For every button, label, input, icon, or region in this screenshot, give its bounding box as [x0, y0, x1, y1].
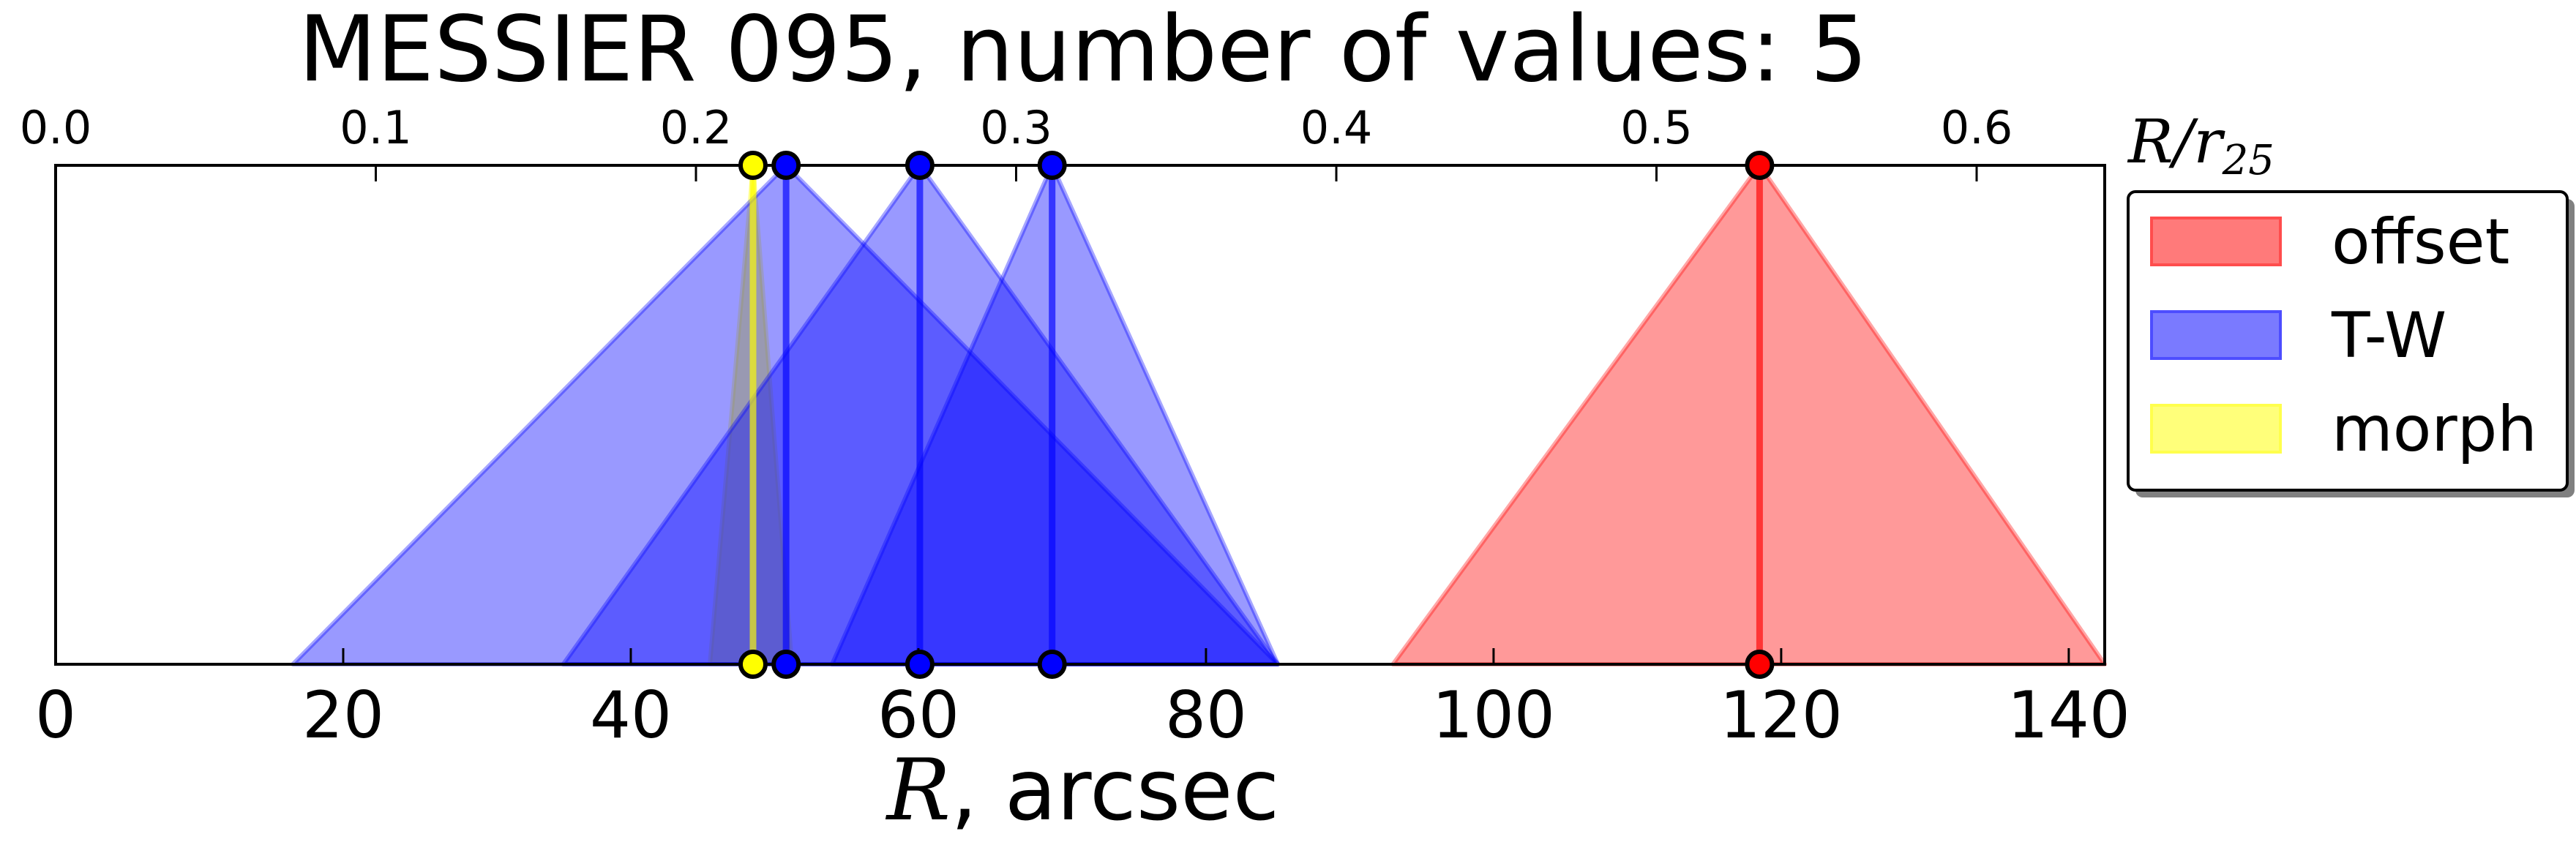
x-top-tick-label: 0.5 [1620, 101, 1693, 154]
x-tick-label: 40 [590, 677, 672, 753]
x-tick-label: 80 [1165, 677, 1247, 753]
series-marker-bottom [1745, 650, 1775, 679]
series-markers [738, 151, 1775, 679]
series-fills [291, 163, 2107, 666]
series-marker-bottom [1037, 650, 1067, 679]
x-tick-label: 20 [302, 677, 384, 753]
series-center-lines [749, 165, 1763, 664]
legend: offset T-W morph [2127, 190, 2575, 497]
x-tick-label: 120 [1720, 677, 1843, 753]
x-top-tick-label: 0.4 [1300, 101, 1373, 154]
series-marker-top [1745, 151, 1775, 180]
top-axis-label: R/r25 [2127, 108, 2274, 184]
series-triangle-offset [1390, 163, 2107, 666]
chart-title: MESSIER 095, number of values: 5 [299, 0, 1868, 102]
x-tick-label: 0 [35, 677, 76, 753]
series-marker-bottom [771, 650, 801, 679]
x-axis-label: R, arcsec [886, 741, 1280, 840]
series-marker-bottom [738, 650, 768, 679]
top-axis-label-base: R/r [2127, 108, 2225, 177]
legend-label: T-W [2331, 299, 2446, 372]
legend-label: offset [2332, 206, 2509, 279]
x-top-tick-label: 0.0 [20, 101, 92, 154]
x-top-tick-label: 0.3 [980, 101, 1052, 154]
x-tick-label: 60 [877, 677, 959, 753]
axis-ticks: 0 20 40 60 80 100 120 140 0.0 0.1 0.2 0.3 0.4 0.5 0.6 [20, 101, 2130, 753]
plot-frame [54, 164, 2106, 666]
legend-swatch [2150, 310, 2282, 360]
x-tick-label: 100 [1432, 677, 1555, 753]
x-axis-label-unit: , arcsec [951, 741, 1279, 840]
legend-swatch [2150, 404, 2282, 454]
x-top-tick-label: 0.1 [340, 101, 412, 154]
series-marker-bottom [905, 650, 935, 679]
legend-items: offset T-W morph [2150, 206, 2537, 466]
legend-label: morph [2332, 393, 2537, 466]
series-marker-top [738, 151, 768, 180]
series-marker-top [905, 151, 935, 180]
x-tick-label: 140 [2007, 677, 2130, 753]
x-top-tick-label: 0.6 [1941, 101, 2013, 154]
x-top-tick-label: 0.2 [660, 101, 733, 154]
x-axis-label-symbol: R [886, 741, 951, 840]
top-axis-label-sub: 25 [2222, 137, 2274, 184]
series-marker-top [771, 151, 801, 180]
legend-swatch [2150, 217, 2282, 266]
series-marker-top [1037, 151, 1067, 180]
